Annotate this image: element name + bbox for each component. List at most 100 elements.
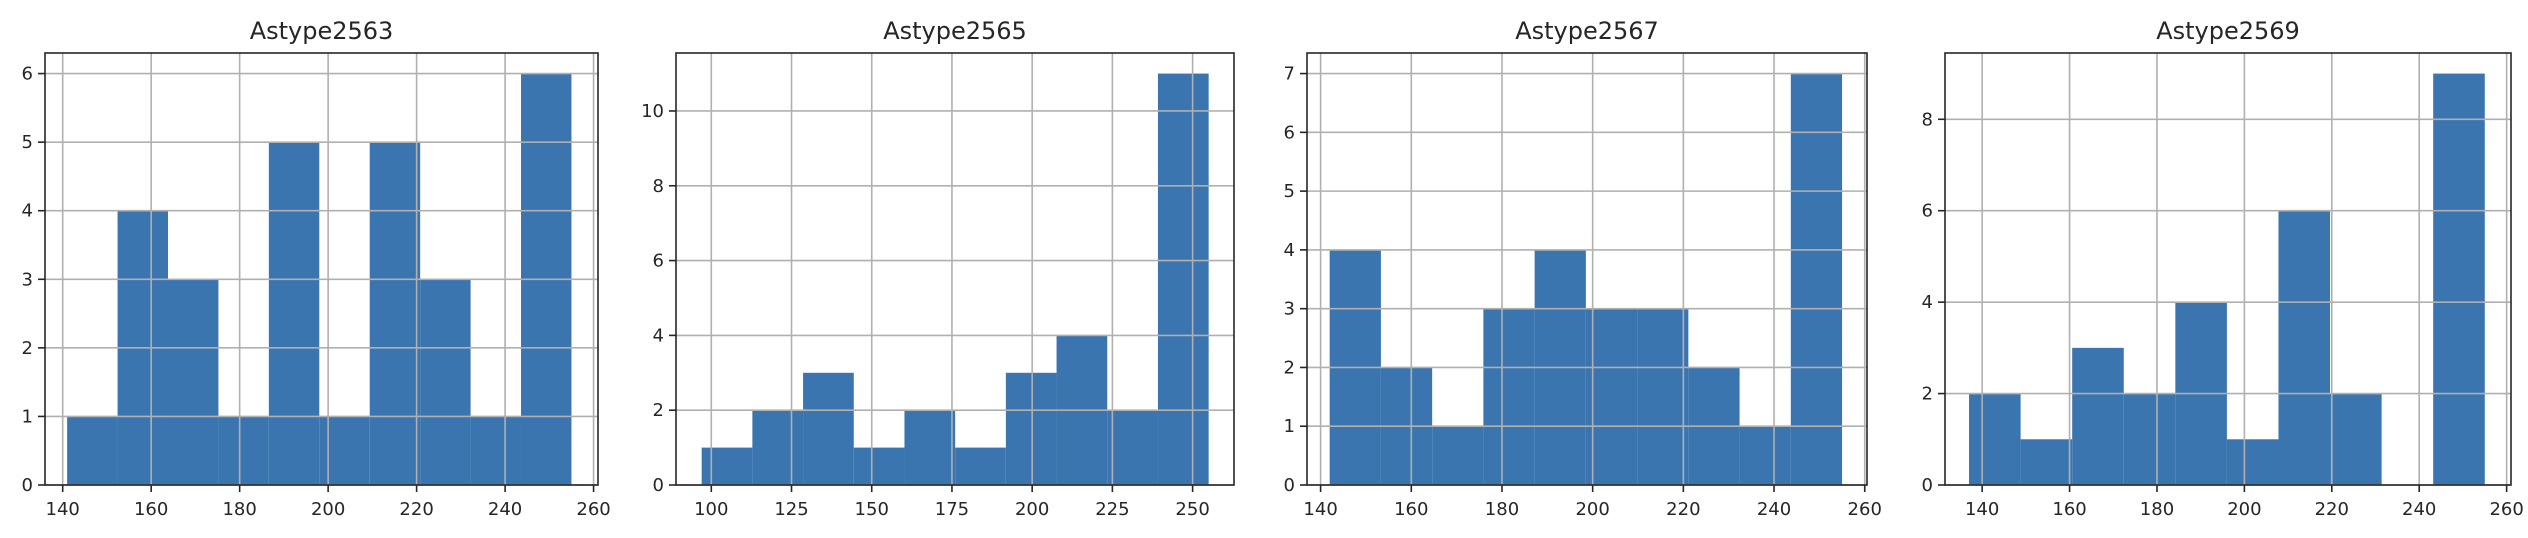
y-tick-label: 2	[22, 338, 33, 359]
axes-frame	[1306, 52, 1868, 486]
x-tick-label: 240	[2402, 499, 2436, 520]
y-tick-label: 6	[653, 251, 664, 272]
histogram-bar	[2226, 439, 2279, 485]
bars	[1329, 73, 1843, 486]
x-tick-label: 260	[2489, 499, 2523, 520]
y-tick-label: 2	[653, 400, 664, 421]
y-tick-label: 10	[641, 101, 664, 122]
panel-title: Astype2569	[2156, 17, 2300, 45]
x-tick-label: 250	[1175, 499, 1209, 520]
y-tick-label: 4	[1284, 240, 1295, 261]
histogram-bar	[955, 447, 1006, 485]
x-tick-label: 180	[1485, 499, 1519, 520]
x-tick-label: 160	[1394, 499, 1428, 520]
x-tick-label: 125	[774, 499, 808, 520]
y-axis: 0 1 2 3 4 5 6	[22, 64, 45, 496]
x-tick-label: 160	[2052, 499, 2086, 520]
x-tick-label: 180	[2140, 499, 2174, 520]
y-tick-label: 0	[653, 475, 664, 496]
axes-frame	[1944, 52, 2512, 486]
y-tick-label: 4	[1922, 292, 1933, 313]
y-tick-label: 8	[653, 176, 664, 197]
x-axis: 140 160 180 200 220 240 260	[1965, 485, 2524, 520]
x-tick-label: 240	[488, 499, 522, 520]
x-tick-label: 140	[1965, 499, 1999, 520]
histogram-panel-astype2565: Astype2565 100 125 150 175 200 225 250 0 2 4 6 8 10	[641, 17, 1235, 520]
y-axis: 0 2 4 6 8 10	[641, 101, 676, 496]
histogram-bar	[1790, 73, 1843, 486]
y-tick-label: 1	[22, 406, 33, 427]
histogram-bar	[1483, 308, 1535, 485]
histogram-panel-astype2563: Astype2563 140 160 180 200 220 240 260 0 1 2 3 4 5 6	[22, 17, 611, 520]
histogram-bar	[2072, 347, 2124, 485]
histogram-bar	[1637, 308, 1689, 485]
x-tick-label: 200	[1015, 499, 1049, 520]
bars	[701, 73, 1209, 486]
y-tick-label: 3	[1284, 299, 1295, 320]
x-tick-label: 180	[222, 499, 256, 520]
histogram-bar	[167, 279, 219, 485]
y-tick-label: 5	[22, 132, 33, 153]
histogram-panel-astype2569: Astype2569 140 160 180 200 220 240 260 0 2 4 6 8	[1922, 17, 2524, 520]
x-tick-label: 150	[855, 499, 889, 520]
x-axis: 140 160 180 200 220 240 260	[1303, 485, 1882, 520]
x-tick-label: 175	[935, 499, 969, 520]
histogram-bar	[1432, 426, 1484, 485]
histogram-bar	[2330, 393, 2382, 485]
histogram-bar	[1739, 426, 1791, 485]
x-tick-label: 160	[134, 499, 168, 520]
x-axis: 140 160 180 200 220 240 260	[46, 485, 611, 520]
histogram-panel-astype2567: Astype2567 140 160 180 200 220 240 260 0 1 2 3 4 5 6 7	[1284, 17, 1882, 520]
x-tick-label: 140	[1303, 499, 1337, 520]
y-tick-label: 2	[1284, 357, 1295, 378]
histogram-bar	[218, 416, 269, 485]
x-tick-label: 220	[1666, 499, 1700, 520]
histogram-bar	[369, 142, 421, 485]
histogram-bar	[2020, 439, 2073, 485]
histogram-bar	[2433, 73, 2485, 486]
y-tick-label: 7	[1284, 64, 1295, 85]
panel-title: Astype2565	[883, 17, 1027, 45]
x-tick-label: 260	[576, 499, 610, 520]
histogram-bar	[1969, 393, 2021, 485]
x-tick-label: 140	[46, 499, 80, 520]
x-tick-label: 220	[2315, 499, 2349, 520]
y-tick-label: 1	[1284, 416, 1295, 437]
histogram-bar	[319, 416, 370, 485]
histogram-bar	[1107, 410, 1158, 485]
histogram-bar	[420, 279, 471, 485]
x-tick-label: 240	[1757, 499, 1791, 520]
histogram-bar	[470, 416, 522, 485]
histogram-bar	[1157, 73, 1209, 486]
axes-frame	[44, 52, 599, 486]
y-tick-label: 2	[1922, 384, 1933, 405]
y-tick-label: 6	[22, 64, 33, 85]
histogram-bar	[1585, 308, 1638, 485]
y-tick-label: 8	[1922, 109, 1933, 130]
x-tick-label: 200	[2227, 499, 2261, 520]
y-tick-label: 0	[22, 475, 33, 496]
panel-title: Astype2567	[1515, 17, 1659, 45]
x-axis: 100 125 150 175 200 225 250	[694, 485, 1210, 520]
histogram-bar	[67, 416, 118, 485]
x-tick-label: 200	[1575, 499, 1609, 520]
histogram-bar	[268, 142, 320, 485]
y-tick-label: 6	[1922, 201, 1933, 222]
x-tick-label: 225	[1095, 499, 1129, 520]
x-tick-label: 220	[399, 499, 433, 520]
histogram-bar	[853, 447, 905, 485]
y-tick-label: 6	[1284, 122, 1295, 143]
x-tick-label: 100	[694, 499, 728, 520]
y-tick-label: 5	[1284, 181, 1295, 202]
histogram-bar	[701, 447, 753, 485]
histogram-bar	[2123, 393, 2176, 485]
y-tick-label: 4	[653, 325, 664, 346]
histogram-bar	[904, 410, 956, 485]
y-tick-label: 0	[1922, 475, 1933, 496]
panel-title: Astype2563	[250, 17, 394, 45]
y-tick-label: 4	[22, 201, 33, 222]
bars	[1969, 73, 2485, 486]
histogram-bar	[752, 410, 804, 485]
axes-frame	[675, 52, 1235, 486]
